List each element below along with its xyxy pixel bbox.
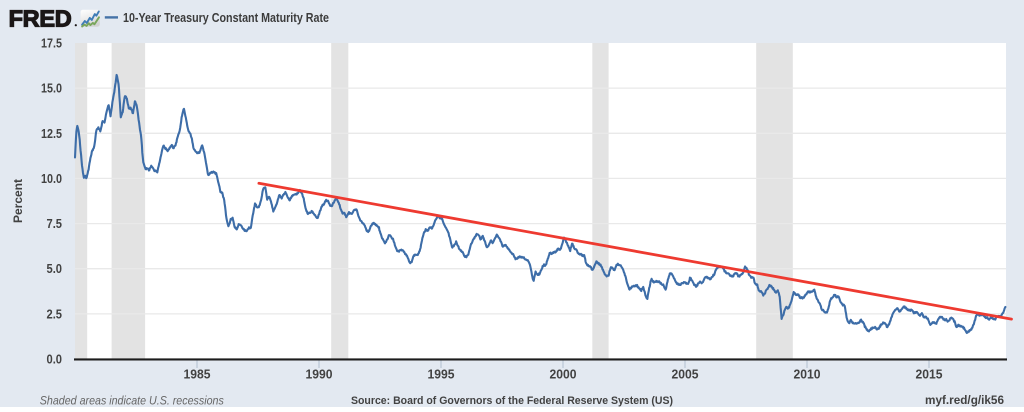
svg-text:0.0: 0.0 <box>47 352 63 367</box>
svg-text:10-Year Treasury Constant Matu: 10-Year Treasury Constant Maturity Rate <box>123 10 329 25</box>
svg-text:Shaded areas indicate U.S. rec: Shaded areas indicate U.S. recessions <box>40 394 224 408</box>
svg-text:17.5: 17.5 <box>41 36 62 51</box>
svg-text:7.5: 7.5 <box>47 216 63 231</box>
svg-text:1985: 1985 <box>184 367 211 382</box>
svg-text:2015: 2015 <box>916 367 943 382</box>
svg-text:2.5: 2.5 <box>47 306 63 321</box>
svg-text:Source: Board of Governors of: Source: Board of Governors of the Federa… <box>351 395 673 407</box>
svg-text:2010: 2010 <box>794 367 821 382</box>
svg-text:12.5: 12.5 <box>41 126 62 141</box>
svg-text:1990: 1990 <box>306 367 333 382</box>
svg-text:myf.red/g/ik56: myf.red/g/ik56 <box>925 395 1004 407</box>
svg-text:FRED: FRED <box>9 6 72 32</box>
svg-text:2000: 2000 <box>550 367 577 382</box>
svg-text:15.0: 15.0 <box>41 81 62 96</box>
svg-text:10.0: 10.0 <box>41 171 62 186</box>
svg-text:Percent: Percent <box>11 179 25 223</box>
svg-text:2005: 2005 <box>672 367 699 382</box>
svg-text:1995: 1995 <box>428 367 455 382</box>
svg-text:5.0: 5.0 <box>47 261 63 276</box>
